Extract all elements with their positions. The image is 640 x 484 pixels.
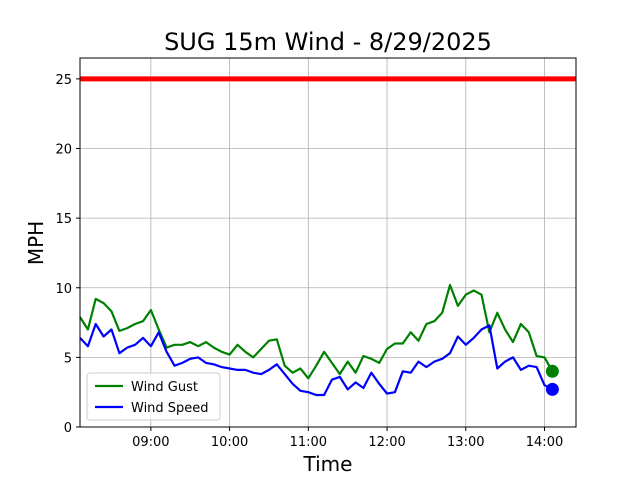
x-tick-label: 10:00: [211, 435, 248, 450]
series-line-wind-gust: [79, 283, 554, 380]
y-axis-ticks: 0 5 10 15 20 25: [55, 73, 80, 436]
series-line-wind-speed: [79, 322, 553, 397]
y-tick-label: 0: [64, 421, 72, 436]
y-tick-label: 25: [55, 73, 72, 88]
y-tick-label: 5: [64, 351, 72, 366]
y-axis-label: MPH: [24, 221, 48, 265]
plot-frame: [79, 57, 577, 428]
x-axis-ticks: 09:00 10:00 11:00 12:00 13:00 14:00: [132, 427, 563, 450]
legend: Wind Gust Wind Speed: [86, 372, 221, 421]
y-tick-label: 10: [55, 282, 72, 297]
x-axis-label: Time: [303, 452, 353, 476]
chart-title: SUG 15m Wind - 8/29/2025: [164, 28, 492, 56]
legend-label: Wind Gust: [131, 380, 198, 395]
x-tick-label: 09:00: [132, 435, 169, 450]
x-tick-label: 11:00: [290, 435, 327, 450]
last-point-marker-wind-gust: [545, 364, 559, 378]
last-markers: [545, 364, 559, 396]
last-point-marker-wind-speed: [545, 382, 559, 396]
x-tick-label: 12:00: [368, 435, 405, 450]
grid: [80, 58, 576, 428]
x-tick-label: 14:00: [526, 435, 563, 450]
legend-box: [86, 372, 221, 421]
y-tick-label: 20: [55, 143, 72, 158]
series-lines: [79, 283, 554, 397]
y-tick-label: 15: [55, 212, 72, 227]
x-tick-label: 13:00: [447, 435, 484, 450]
legend-label: Wind Speed: [131, 401, 209, 416]
